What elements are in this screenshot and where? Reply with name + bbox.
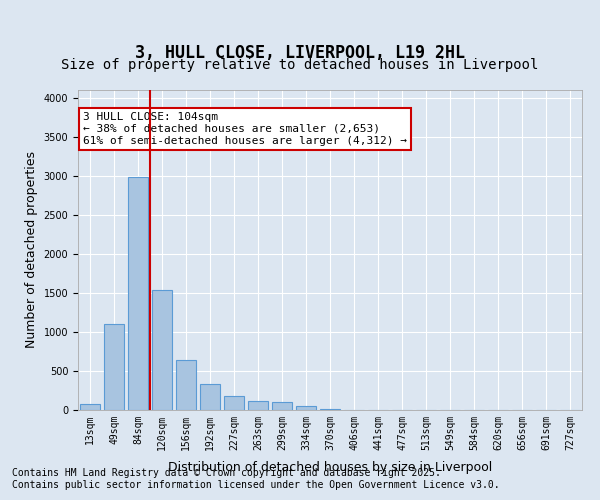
Bar [152, 290, 172, 410]
Bar [200, 384, 220, 410]
Bar [224, 396, 244, 410]
Text: 3, HULL CLOSE, LIVERPOOL, L19 2HL: 3, HULL CLOSE, LIVERPOOL, L19 2HL [135, 44, 465, 62]
Text: Contains HM Land Registry data © Crown copyright and database right 2025.: Contains HM Land Registry data © Crown c… [12, 468, 441, 477]
Bar [248, 401, 268, 410]
Text: Contains public sector information licensed under the Open Government Licence v3: Contains public sector information licen… [12, 480, 500, 490]
Text: Size of property relative to detached houses in Liverpool: Size of property relative to detached ho… [61, 58, 539, 72]
Bar [104, 324, 124, 410]
Bar [272, 402, 292, 410]
Bar [296, 406, 316, 410]
X-axis label: Distribution of detached houses by size in Liverpool: Distribution of detached houses by size … [168, 461, 492, 474]
Bar [320, 409, 340, 410]
Bar [176, 360, 196, 410]
Text: 3 HULL CLOSE: 104sqm
← 38% of detached houses are smaller (2,653)
61% of semi-de: 3 HULL CLOSE: 104sqm ← 38% of detached h… [83, 112, 407, 146]
Bar [128, 178, 148, 410]
Y-axis label: Number of detached properties: Number of detached properties [25, 152, 38, 348]
Bar [80, 404, 100, 410]
